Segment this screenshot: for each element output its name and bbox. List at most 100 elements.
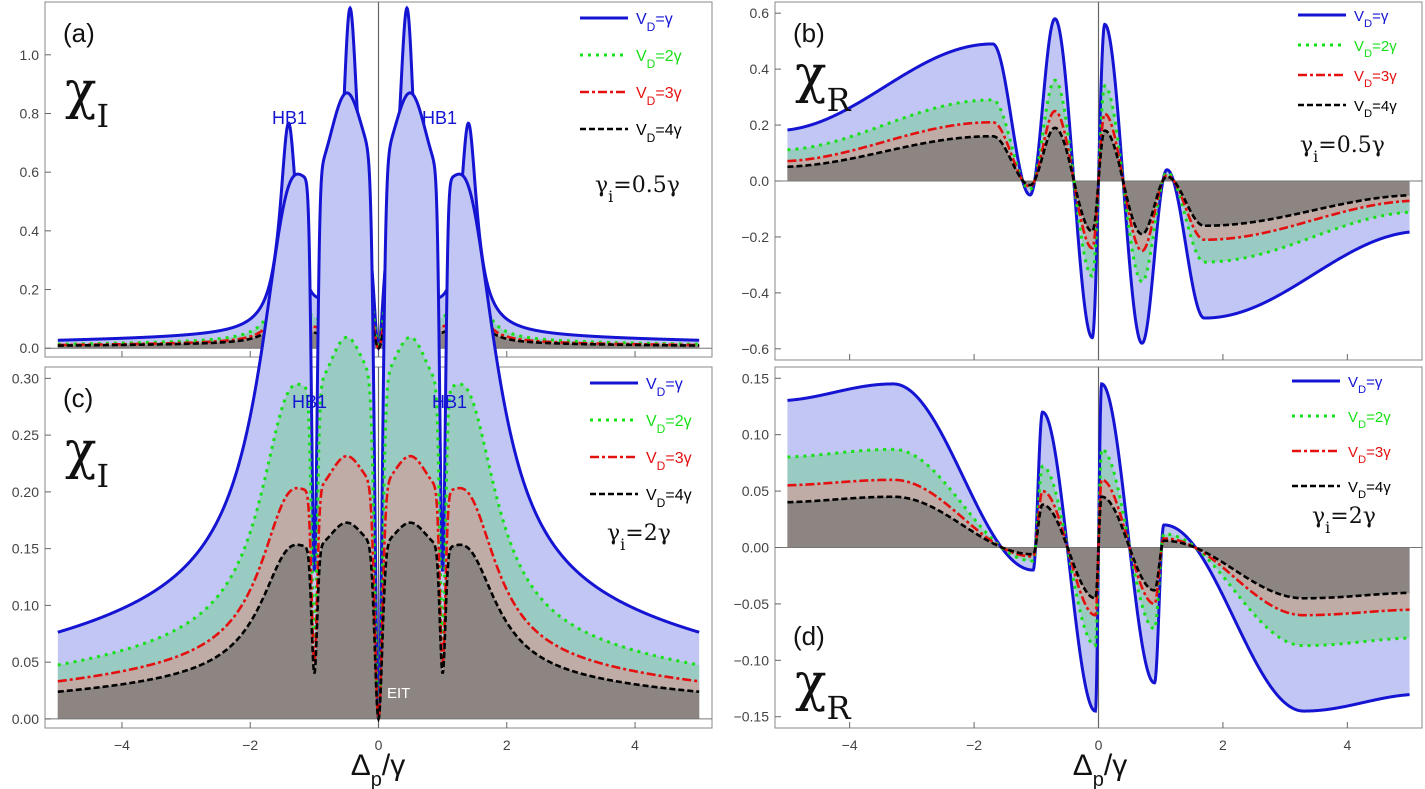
legend-label-1: VD=γ	[1348, 374, 1383, 396]
y-tick-label: 0.2	[20, 282, 40, 298]
y-tick-label: 0.2	[750, 117, 770, 133]
legend-sub: D	[657, 385, 666, 399]
x-axis-label: Δp/γ	[351, 749, 406, 789]
gamma-sub: i	[1313, 147, 1318, 166]
x-label-tail: /γ	[382, 749, 405, 782]
gamma-tail: =0.5γ	[613, 173, 680, 198]
legend-sub: D	[1358, 419, 1366, 431]
legend-sub: D	[1364, 18, 1372, 30]
legend-tail: =4γ	[1372, 98, 1397, 115]
legend-label-1: VD=γ	[646, 376, 683, 399]
legend-sub: D	[657, 496, 666, 510]
chi-main: χ	[65, 421, 97, 481]
legend-v: V	[1354, 38, 1364, 55]
gamma-label: γi=0.5γ	[595, 173, 680, 206]
gamma-label: γi=2γ	[607, 521, 671, 554]
series-line-2	[787, 447, 1410, 648]
y-tick-label: 0.30	[12, 370, 39, 386]
panel-b: −0.6−0.4−0.20.00.20.40.6(b)χRVD=γVD=2γVD…	[741, 1, 1423, 361]
gamma-sub: i	[608, 187, 613, 206]
x-tick-label: −2	[966, 737, 982, 753]
x-tick-label: −4	[114, 737, 130, 753]
eit-annotation: EIT	[387, 685, 410, 702]
legend-tail: =2γ	[1372, 38, 1397, 55]
legend-label-4: VD=4γ	[646, 487, 692, 510]
legend-v: V	[636, 11, 647, 28]
legend-sub: D	[1364, 48, 1372, 60]
legend-label-3: VD=3γ	[1348, 444, 1391, 466]
legend-sub: D	[647, 20, 656, 34]
legend-v: V	[1348, 374, 1358, 391]
legend-v: V	[646, 413, 657, 430]
hb1-annotation: HB1	[422, 108, 457, 128]
legend-v: V	[646, 376, 657, 393]
x-tick-label: 4	[631, 737, 639, 753]
legend-sub: D	[647, 94, 656, 108]
legend-label-3: VD=3γ	[646, 450, 692, 473]
series-line-4	[57, 241, 700, 350]
panel-label: (d)	[793, 621, 825, 651]
legend-v: V	[1354, 68, 1364, 85]
y-tick-label: 0.25	[12, 427, 39, 443]
gamma-main: γ	[595, 173, 608, 198]
chi-sub: I	[97, 457, 110, 495]
legend-tail: =4γ	[655, 122, 681, 139]
legend-v: V	[636, 85, 647, 102]
x-label-sub: p	[1093, 769, 1104, 789]
gamma-tail: =2γ	[1330, 504, 1376, 529]
x-label-tail: /γ	[1104, 749, 1127, 782]
legend-sub: D	[657, 422, 666, 436]
chi-main: χ	[795, 45, 827, 105]
legend-tail: =3γ	[1366, 444, 1391, 461]
legend-tail: =2γ	[665, 413, 691, 430]
legend-label-2: VD=2γ	[646, 413, 692, 436]
y-tick-label: 0.15	[742, 370, 769, 386]
legend-v: V	[646, 487, 657, 504]
y-tick-label: 0.05	[742, 483, 769, 499]
legend-label-3: VD=3γ	[636, 85, 682, 108]
legend-label-4: VD=4γ	[1354, 98, 1397, 120]
series-line-2	[57, 143, 700, 351]
gamma-tail: =2γ	[625, 521, 671, 546]
gamma-tail: =0.5γ	[1318, 133, 1385, 158]
panel-a: 0.00.20.40.60.81.0(a)χIVD=γVD=2γVD=3γVD=…	[20, 1, 713, 358]
legend-v: V	[636, 48, 647, 65]
y-tick-label: −0.15	[734, 709, 770, 725]
legend-v: V	[1348, 444, 1358, 461]
gamma-label: γi=0.5γ	[1300, 133, 1385, 166]
chi-main: χ	[65, 61, 97, 121]
y-tick-label: 0.15	[12, 541, 39, 557]
legend-tail: =3γ	[1372, 68, 1397, 85]
y-tick-label: 0.05	[12, 654, 39, 670]
y-tick-label: −0.10	[734, 652, 770, 668]
legend-label-3: VD=3γ	[1354, 68, 1397, 90]
chi-sub: R	[827, 81, 852, 119]
legend-label-2: VD=2γ	[636, 48, 682, 71]
series-fill-4	[57, 522, 700, 719]
chi-sub: R	[827, 689, 852, 727]
series-fill-3	[57, 456, 700, 719]
panel-c: 0.000.050.100.150.200.250.30−4 −2 0 2 4(c)χI…	[12, 91, 713, 753]
y-tick-label: 0.10	[12, 597, 39, 613]
x-label-main: Δ	[1073, 749, 1093, 782]
x-tick-label: 2	[503, 737, 511, 753]
chi-label: χR	[795, 45, 852, 119]
chi-label: χI	[65, 421, 109, 495]
legend-label-1: VD=γ	[1354, 8, 1389, 30]
legend-tail: =γ	[1372, 8, 1389, 25]
series-fill-1	[57, 92, 700, 719]
series-line-2	[57, 335, 700, 720]
legend-v: V	[1354, 8, 1364, 25]
y-tick-label: 0.8	[20, 105, 40, 121]
y-tick-label: 0.00	[12, 711, 39, 727]
legend-v: V	[636, 122, 647, 139]
chi-label: χI	[65, 61, 109, 135]
chi-sub: I	[97, 97, 110, 135]
legend-v: V	[1348, 409, 1358, 426]
gamma-main: γ	[1312, 504, 1325, 529]
gamma-main: γ	[1300, 133, 1313, 158]
legend-tail: =γ	[655, 11, 672, 28]
y-tick-label: 0.20	[12, 484, 39, 500]
legend-label-4: VD=4γ	[1348, 479, 1391, 501]
